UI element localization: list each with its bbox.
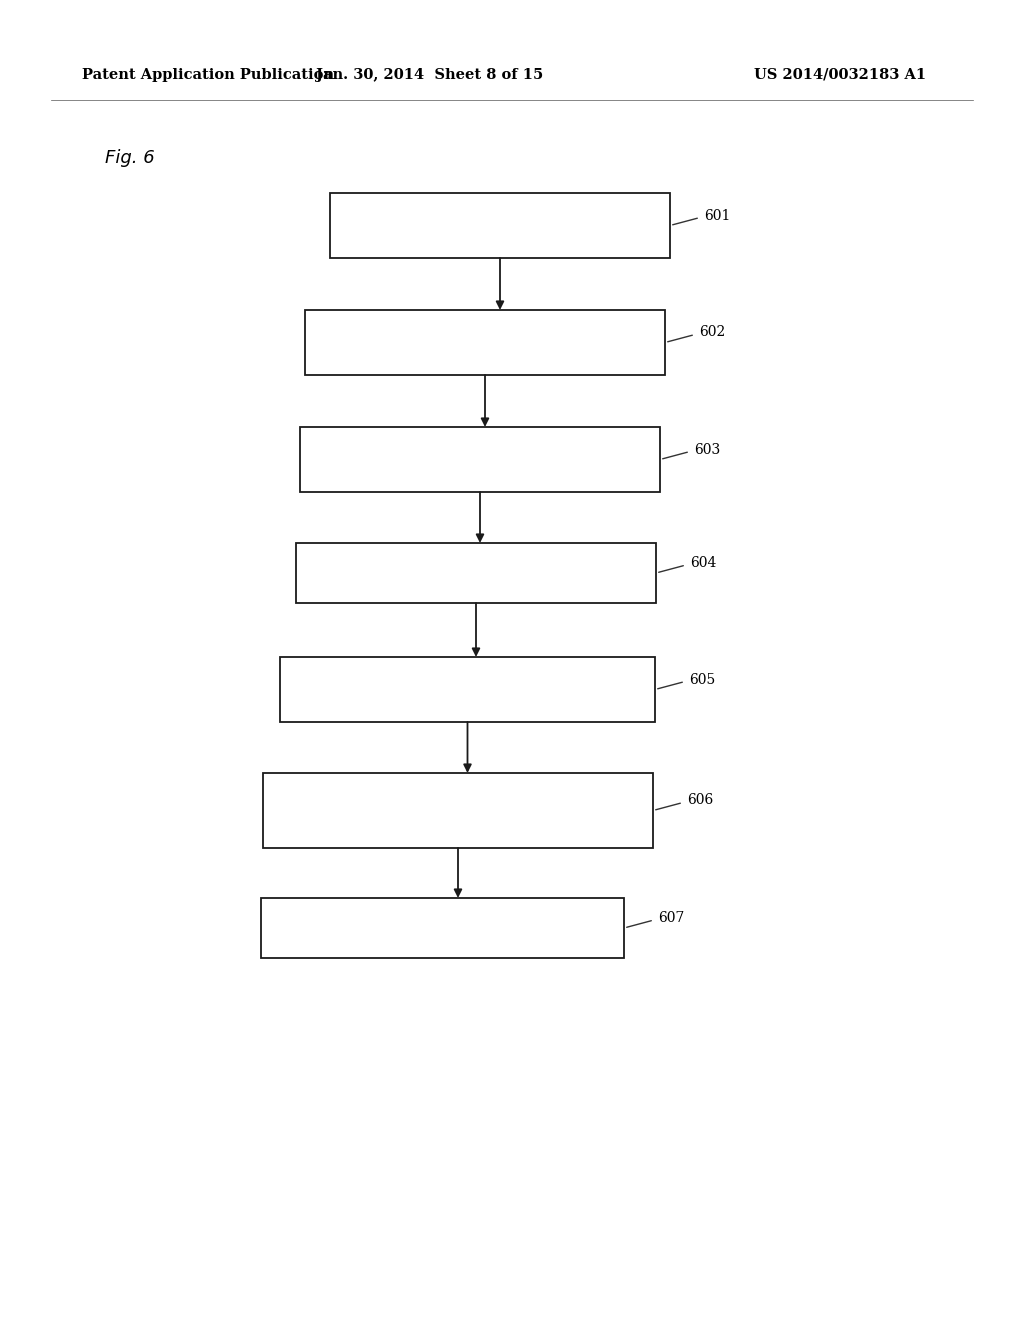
- Text: 607: 607: [658, 911, 684, 925]
- Text: 606: 606: [687, 793, 714, 808]
- Bar: [305, 310, 665, 375]
- Bar: [261, 898, 624, 958]
- Text: Fig. 6: Fig. 6: [105, 149, 155, 168]
- Bar: [296, 543, 656, 603]
- Text: 603: 603: [694, 442, 720, 457]
- Text: Patent Application Publication: Patent Application Publication: [82, 69, 334, 82]
- Text: US 2014/0032183 A1: US 2014/0032183 A1: [754, 69, 926, 82]
- Text: 604: 604: [690, 556, 717, 570]
- Text: Jan. 30, 2014  Sheet 8 of 15: Jan. 30, 2014 Sheet 8 of 15: [316, 69, 544, 82]
- Text: 601: 601: [705, 209, 730, 223]
- Bar: [263, 774, 653, 847]
- Text: 605: 605: [689, 672, 715, 686]
- Bar: [280, 657, 655, 722]
- Bar: [330, 193, 670, 257]
- Text: 602: 602: [699, 326, 725, 339]
- Bar: [300, 426, 660, 492]
